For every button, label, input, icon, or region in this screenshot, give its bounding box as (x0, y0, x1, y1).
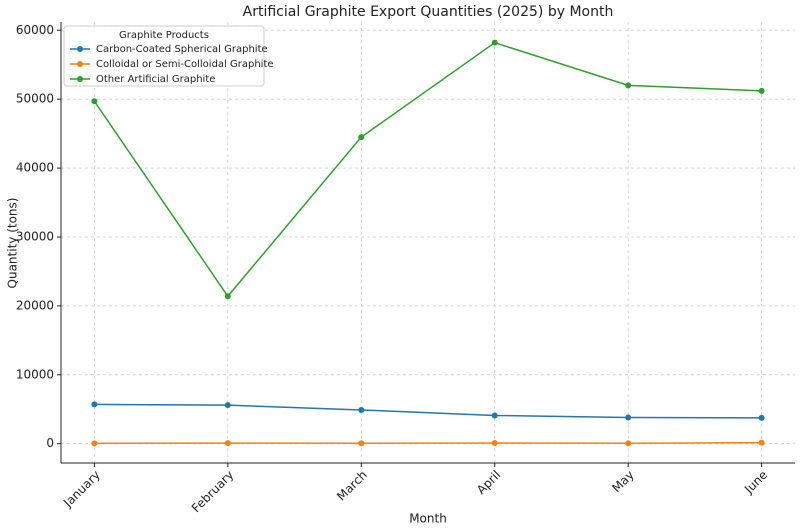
y-tick-label: 40000 (16, 161, 54, 175)
x-tick-label: March (334, 468, 370, 504)
data-point (224, 440, 231, 447)
y-tick-label: 10000 (16, 367, 54, 381)
data-point (224, 402, 231, 409)
x-tick-label: February (189, 468, 237, 516)
data-point (491, 412, 498, 419)
data-point (491, 39, 498, 46)
data-point (491, 440, 498, 447)
y-tick-label: 30000 (16, 229, 54, 243)
y-tick-label: 0 (46, 436, 54, 450)
x-tick-label: January (60, 468, 103, 511)
legend-marker (77, 46, 83, 52)
x-tick-label: April (474, 468, 503, 497)
x-axis-label: Month (409, 512, 447, 526)
data-point (625, 440, 632, 447)
data-point (625, 82, 632, 89)
data-point (358, 134, 365, 141)
legend-label: Other Artificial Graphite (96, 74, 215, 85)
legend-label: Carbon-Coated Spherical Graphite (96, 44, 268, 55)
chart-title: Artificial Graphite Export Quantities (2… (243, 4, 614, 20)
legend-marker (77, 61, 83, 67)
data-point (758, 439, 765, 446)
series-line (94, 441, 762, 445)
x-tick-label: June (741, 468, 770, 497)
y-tick-label: 20000 (16, 298, 54, 312)
series-line (93, 41, 762, 298)
data-point (91, 98, 98, 105)
legend-title: Graphite Products (119, 30, 209, 41)
legend-box (63, 25, 265, 87)
data-point (358, 406, 365, 413)
data-point (758, 414, 765, 421)
series-line (94, 403, 762, 419)
legend-marker (77, 76, 83, 82)
x-tick-label: May (609, 468, 636, 495)
data-point (91, 401, 98, 408)
data-point (224, 293, 231, 300)
data-point (91, 440, 98, 447)
data-point (758, 87, 765, 94)
y-axis-label: Quantity (tons) (6, 198, 20, 289)
y-tick-label: 60000 (16, 23, 54, 37)
data-point (625, 414, 632, 421)
legend-label: Colloidal or Semi-Colloidal Graphite (96, 59, 274, 70)
data-point (358, 440, 365, 447)
y-tick-label: 50000 (16, 92, 54, 106)
